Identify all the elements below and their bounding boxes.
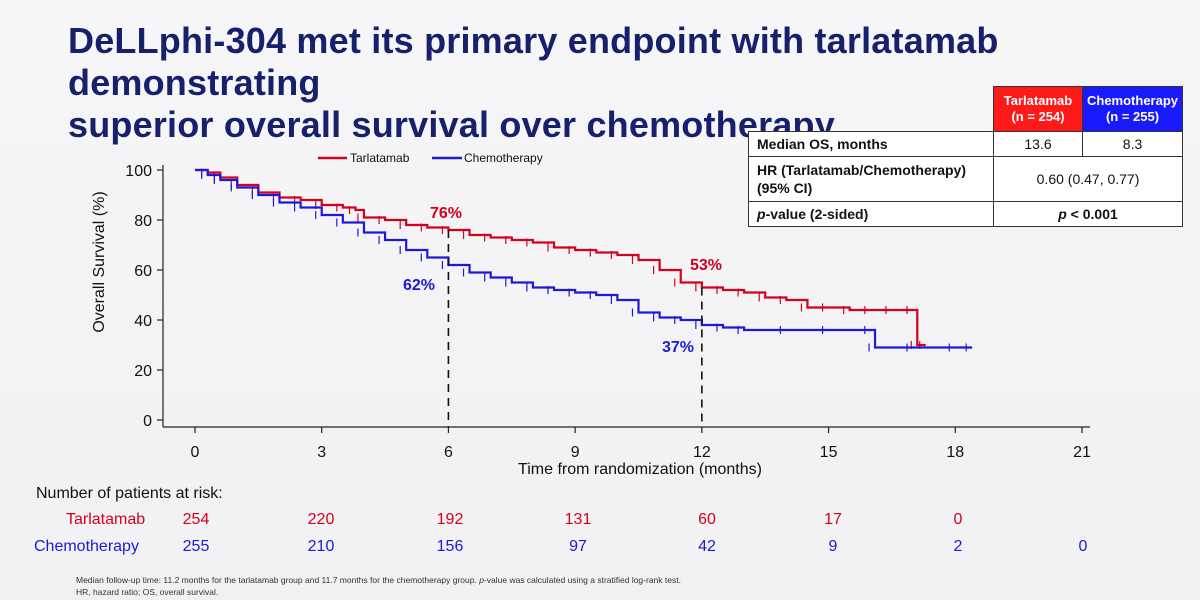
y-tick-label: 20 — [134, 363, 152, 380]
x-tick-label: 18 — [946, 444, 964, 461]
x-ticks: 0 3 6 9 12 15 18 21 — [191, 427, 1091, 461]
x-tick-label: 21 — [1073, 444, 1091, 461]
footnote-1b: -value was calculated using a stratified… — [483, 575, 681, 585]
footnote-1a: Median follow-up time: 11.2 months for t… — [76, 575, 480, 585]
chart-axes — [162, 165, 1090, 428]
median-os-label: Median OS, months — [748, 131, 994, 157]
x-tick-label: 3 — [317, 444, 326, 461]
x-tick-label: 0 — [191, 444, 200, 461]
page-title: DeLLphi-304 met its primary endpoint wit… — [68, 20, 1168, 146]
median-os-chemo: 8.3 — [1081, 131, 1184, 157]
risk-value: 9 — [828, 538, 838, 555]
tarlatamab-header-n: (n = 254) — [1011, 109, 1065, 124]
y-tick-label: 0 — [143, 413, 152, 430]
risk-value: 220 — [307, 511, 335, 528]
chemo-header-n: (n = 255) — [1105, 109, 1160, 124]
x-tick-label: 9 — [571, 444, 580, 461]
x-tick-label: 15 — [820, 444, 838, 461]
chemo-header-label: Chemotherapy — [1087, 93, 1179, 108]
hr-label-line-1: HR (Tarlatamab/Chemotherapy) — [757, 162, 967, 178]
risk-value: 192 — [436, 511, 464, 528]
tarlatamab-header-label: Tarlatamab — [1003, 93, 1073, 108]
landmark-12m-chemo: 37% — [662, 339, 694, 356]
x-tick-label: 6 — [444, 444, 453, 461]
y-tick-label: 80 — [134, 213, 152, 230]
landmark-6m-chemo: 62% — [403, 277, 435, 294]
x-axis-label: Time from randomization (months) — [518, 461, 762, 478]
landmark-6m-tarlatamab: 76% — [430, 205, 462, 222]
summary-table: Tarlatamab (n = 254) Chemotherapy (n = 2… — [748, 86, 1184, 227]
risk-row-name: Chemotherapy — [34, 538, 139, 555]
footnote-line-1: Median follow-up time: 11.2 months for t… — [76, 575, 681, 585]
risk-value: 42 — [698, 538, 716, 555]
risk-value: 254 — [182, 511, 210, 528]
risk-row-chemo: Chemotherapy 255 210 156 97 42 9 2 0 — [0, 538, 1200, 560]
hr-label-line-2: (95% CI) — [757, 180, 813, 196]
title-line-2: superior overall survival over chemother… — [68, 104, 835, 145]
risk-value: 2 — [953, 538, 963, 555]
risk-table-title: Number of patients at risk: — [36, 485, 223, 502]
risk-value: 0 — [1078, 538, 1088, 555]
landmark-12m-tarlatamab: 53% — [690, 257, 722, 274]
risk-row-name: Tarlatamab — [66, 511, 146, 528]
footnote-line-2: HR, hazard ratio; OS, overall survival. — [76, 587, 219, 597]
risk-value: 17 — [824, 511, 842, 528]
title-line-1: DeLLphi-304 met its primary endpoint wit… — [68, 20, 999, 103]
risk-value: 131 — [564, 511, 592, 528]
y-axis-label: Overall Survival (%) — [91, 191, 108, 332]
hr-label: HR (Tarlatamab/Chemotherapy) (95% CI) — [748, 156, 994, 202]
legend: Tarlatamab Chemotherapy — [318, 151, 543, 165]
p-value-label: p-value (2-sided) — [748, 201, 994, 227]
median-os-tarlatamab: 13.6 — [993, 131, 1083, 157]
y-ticks: 0 20 40 60 80 100 — [125, 163, 163, 430]
survival-curve-tarlatamab — [195, 168, 926, 347]
p-label-italic: p — [757, 206, 766, 222]
risk-value: 60 — [698, 511, 716, 528]
p-value-rest: < 0.001 — [1066, 206, 1118, 222]
survival-curves — [195, 168, 973, 352]
p-value: p < 0.001 — [992, 201, 1184, 227]
survival-curve-chemotherapy — [195, 168, 973, 349]
legend-chemo-label: Chemotherapy — [464, 151, 543, 165]
risk-row-tarlatamab: Tarlatamab 254 220 192 131 60 17 0 — [0, 511, 1200, 533]
y-tick-label: 40 — [134, 313, 152, 330]
risk-value: 156 — [436, 538, 464, 555]
risk-value: 97 — [569, 538, 587, 555]
risk-value: 255 — [182, 538, 210, 555]
chemo-header: Chemotherapy (n = 255) — [1081, 86, 1184, 132]
x-tick-label: 12 — [693, 444, 711, 461]
footnote-1-italic: p — [479, 575, 484, 585]
legend-tarlatamab-label: Tarlatamab — [350, 151, 410, 165]
risk-value: 210 — [307, 538, 335, 555]
y-tick-label: 60 — [134, 263, 152, 280]
risk-value: 0 — [953, 511, 963, 528]
hr-value: 0.60 (0.47, 0.77) — [992, 156, 1184, 202]
p-value-italic: p — [1058, 206, 1067, 222]
landmark-lines — [447, 230, 703, 427]
y-tick-label: 100 — [125, 163, 152, 180]
p-label-rest: -value (2-sided) — [765, 206, 869, 222]
